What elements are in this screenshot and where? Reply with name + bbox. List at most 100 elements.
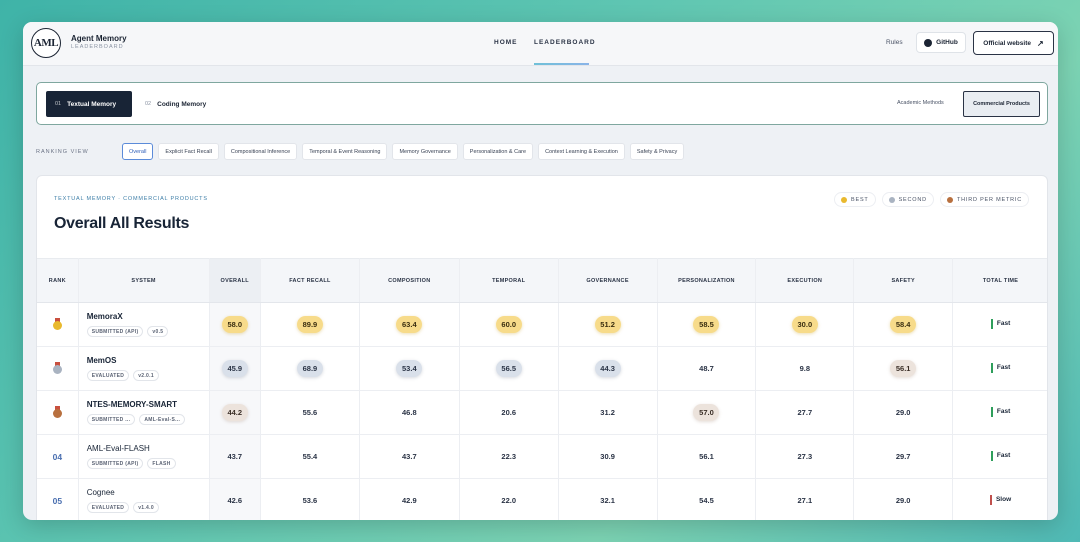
tab-coding-memory[interactable]: 02 Coding Memory	[145, 91, 206, 117]
results-card: TEXTUAL MEMORY · COMMERCIAL PRODUCTS Ove…	[36, 175, 1048, 520]
speed-indicator: Fast	[990, 450, 1010, 461]
legend-second: SECOND	[881, 192, 934, 207]
score-cell: 57.0	[657, 390, 757, 435]
silver-medal-icon	[52, 362, 62, 374]
column-header: RANK	[37, 258, 79, 303]
rank-number: 05	[52, 495, 63, 506]
score-chip-silver: 45.9	[221, 360, 248, 377]
pill-compositional-inference[interactable]: Compositional Inference	[223, 143, 298, 160]
pill-overall[interactable]: Overall	[122, 143, 154, 160]
score-value: 53.6	[302, 496, 318, 505]
legend-third: THIRD PER METRIC	[939, 192, 1029, 207]
pill-memory-governance[interactable]: Memory Governance	[392, 143, 458, 160]
score-value: 30.9	[600, 452, 615, 461]
tab-textual-memory[interactable]: 01 Textual Memory	[46, 91, 132, 117]
version-badge: v0.5	[147, 326, 169, 337]
speed-bar-icon	[990, 406, 993, 417]
score-chip-gold: 58.0	[221, 316, 248, 333]
score-chip-bronze: 56.1	[890, 360, 917, 377]
source-academic-methods[interactable]: Academic Methods	[897, 100, 944, 106]
source-commercial-products[interactable]: Commercial Products	[963, 91, 1040, 117]
score-value: 22.3	[501, 452, 517, 461]
system-cell[interactable]: MemoraX SUBMITTED (API) v0.5	[78, 302, 210, 347]
column-header[interactable]: OVERALL	[209, 258, 261, 303]
score-cell: 63.4	[359, 302, 460, 347]
table-row[interactable]: MemoraX SUBMITTED (API) v0.5 58.0 89.9 63.4 60…	[37, 302, 1047, 347]
score-value: 27.3	[797, 452, 813, 461]
tab-label: Textual Memory	[67, 100, 117, 108]
system-cell[interactable]: Cognee EVALUATED v1.4.0	[78, 478, 210, 520]
score-cell: 32.1	[558, 478, 658, 520]
rules-link[interactable]: Rules	[886, 39, 903, 46]
table-header-row: RANK SYSTEM OVERALL FACT RECALL COMPOSITION T…	[37, 258, 1047, 303]
rank-cell: 05	[37, 478, 79, 520]
score-value: 29.0	[895, 496, 911, 505]
brand-logo[interactable]: AML	[31, 28, 61, 58]
system-name[interactable]: Cognee	[86, 488, 115, 497]
nav-leaderboard[interactable]: LEADERBOARD	[534, 39, 596, 46]
score-value: 48.7	[699, 364, 714, 373]
table-row[interactable]: 05 Cognee EVALUATED v1.4.0 42.6 53.6 42.9 22.0 3…	[37, 478, 1047, 520]
column-header[interactable]: PERSONALIZATION	[657, 258, 757, 303]
system-name[interactable]: MemOS	[86, 356, 117, 365]
table-row[interactable]: 04 AML-Eval-FLASH SUBMITTED (API) FLASH 43.7…	[37, 434, 1047, 479]
score-value: 29.0	[895, 408, 911, 417]
ranking-view-pills: Overall Explicit Fact Recall Composition…	[122, 143, 685, 160]
system-name[interactable]: MemoraX	[86, 312, 123, 321]
table-row[interactable]: NTES-MEMORY-SMART SUBMITTED ... AML-Eval-S…	[37, 390, 1047, 435]
speed-label: Fast	[996, 408, 1011, 415]
column-header[interactable]: TEMPORAL	[459, 258, 559, 303]
memory-type-selector: 01 Textual Memory 02 Coding Memory Acade…	[36, 82, 1048, 125]
column-header[interactable]: FACT RECALL	[260, 258, 360, 303]
status-badge: SUBMITTED ...	[86, 414, 136, 425]
score-value: 27.7	[797, 408, 813, 417]
system-cell[interactable]: NTES-MEMORY-SMART SUBMITTED ... AML-Eval-S…	[78, 390, 210, 435]
score-cell: 68.9	[260, 346, 360, 391]
official-website-button[interactable]: Official website ↗	[973, 31, 1054, 55]
column-header[interactable]: SAFETY	[853, 258, 954, 303]
bronze-medal-icon	[946, 196, 953, 203]
score-cell: 48.7	[657, 346, 757, 391]
score-value: 46.8	[402, 408, 417, 417]
legend-best: BEST	[834, 192, 876, 207]
score-cell: 9.8	[755, 346, 855, 391]
github-button[interactable]: GitHub	[916, 32, 966, 53]
pill-explicit-fact-recall[interactable]: Explicit Fact Recall	[158, 143, 219, 160]
pill-safety-privacy[interactable]: Safety & Privacy	[629, 143, 685, 160]
pill-context-learning-execution[interactable]: Context Learning & Execution	[538, 143, 625, 160]
gold-medal-icon	[841, 196, 848, 203]
table-row[interactable]: MemOS EVALUATED v2.0.1 45.9 68.9 53.4 56.5 44.3…	[37, 346, 1047, 391]
speed-indicator: Fast	[990, 318, 1010, 329]
column-header[interactable]: COMPOSITION	[359, 258, 460, 303]
score-cell: 42.9	[359, 478, 460, 520]
system-name[interactable]: AML-Eval-FLASH	[86, 444, 150, 453]
score-cell: 60.0	[459, 302, 559, 347]
rank-cell	[37, 346, 79, 391]
total-time-cell: Fast	[952, 302, 1047, 347]
score-cell: 43.7	[209, 434, 261, 479]
pill-personalization-care[interactable]: Personalization & Care	[462, 143, 534, 160]
app-window: AML Agent Memory LEADERBOARD HOME LEADER…	[23, 22, 1058, 520]
score-chip-silver: 53.4	[396, 360, 423, 377]
system-name[interactable]: NTES-MEMORY-SMART	[86, 400, 178, 409]
score-value: 55.6	[302, 408, 318, 417]
ranking-view-label: RANKING VIEW	[36, 149, 89, 155]
score-cell: 30.0	[755, 302, 855, 347]
score-cell: 51.2	[558, 302, 658, 347]
column-header[interactable]: EXECUTION	[755, 258, 855, 303]
pill-temporal-event-reasoning[interactable]: Temporal & Event Reasoning	[302, 143, 388, 160]
brand-name: Agent Memory	[71, 34, 127, 43]
system-cell[interactable]: MemOS EVALUATED v2.0.1	[78, 346, 210, 391]
column-header[interactable]: TOTAL TIME	[952, 258, 1047, 303]
column-header[interactable]: GOVERNANCE	[558, 258, 658, 303]
score-cell: 27.7	[755, 390, 855, 435]
score-cell: 53.6	[260, 478, 360, 520]
nav-active-indicator	[534, 63, 589, 65]
system-cell[interactable]: AML-Eval-FLASH SUBMITTED (API) FLASH	[78, 434, 210, 479]
tab-label: Coding Memory	[157, 100, 207, 108]
column-header: SYSTEM	[78, 258, 210, 303]
nav-home[interactable]: HOME	[494, 39, 518, 46]
score-chip-bronze: 44.2	[221, 404, 248, 421]
score-value: 29.7	[895, 452, 911, 461]
results-breadcrumb: TEXTUAL MEMORY · COMMERCIAL PRODUCTS	[54, 196, 208, 202]
